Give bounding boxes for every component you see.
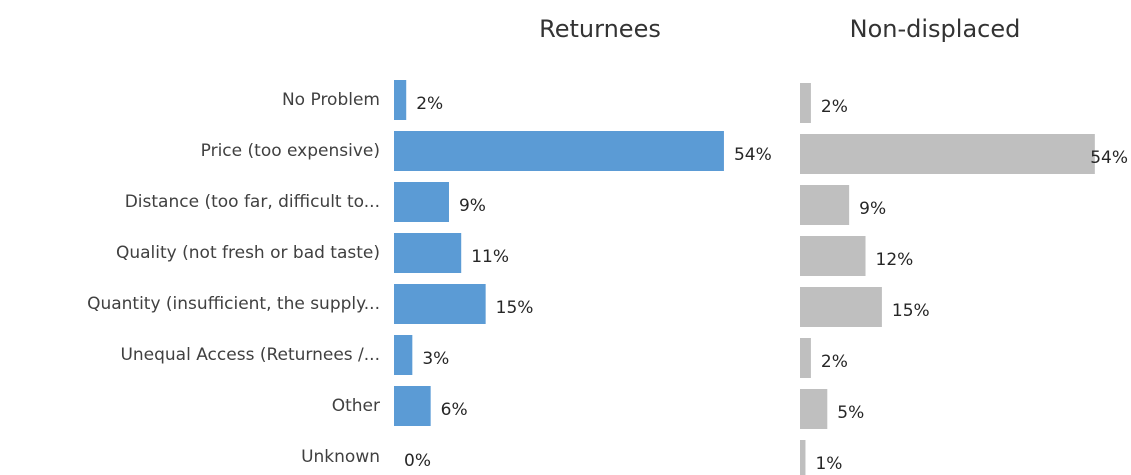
value-label: 9%: [459, 196, 486, 216]
bar: [394, 80, 407, 120]
category-label: Distance (too far, difficult to...: [125, 192, 380, 212]
value-label: 0%: [404, 451, 431, 471]
chart-title: Returnees: [539, 15, 661, 43]
bar: [800, 236, 866, 276]
bar: [800, 134, 1095, 174]
value-label: 9%: [859, 199, 886, 219]
chart-title: Non-displaced: [850, 15, 1021, 43]
bar: [800, 389, 828, 429]
value-label: 6%: [441, 400, 468, 420]
value-label: 3%: [422, 349, 449, 369]
value-label: 11%: [471, 247, 509, 267]
bar: [800, 338, 811, 378]
bar: [800, 185, 850, 225]
value-label: 2%: [416, 94, 443, 114]
category-label: Price (too expensive): [201, 141, 380, 161]
category-label: Other: [332, 396, 380, 416]
bar: [394, 386, 431, 426]
bar: [394, 335, 413, 375]
value-label: 2%: [821, 97, 848, 117]
category-label: Unknown: [301, 447, 380, 467]
category-label: No Problem: [282, 90, 380, 110]
category-label: Unequal Access (Returnees /...: [120, 345, 380, 365]
value-label: 1%: [815, 454, 842, 474]
category-label: Quantity (insufficient, the supply...: [87, 294, 380, 314]
bar: [394, 182, 449, 222]
value-label: 54%: [734, 145, 772, 165]
category-label: Quality (not fresh or bad taste): [116, 243, 380, 263]
bar: [800, 83, 811, 123]
value-label: 15%: [892, 301, 930, 321]
value-label: 12%: [876, 250, 914, 270]
bar: [800, 287, 882, 327]
value-label: 15%: [496, 298, 534, 318]
bar: [394, 284, 486, 324]
value-label: 5%: [837, 403, 864, 423]
bar: [394, 131, 724, 171]
bar: [800, 440, 806, 475]
bar: [394, 233, 462, 273]
value-label: 54%: [1090, 148, 1128, 168]
value-label: 2%: [821, 352, 848, 372]
